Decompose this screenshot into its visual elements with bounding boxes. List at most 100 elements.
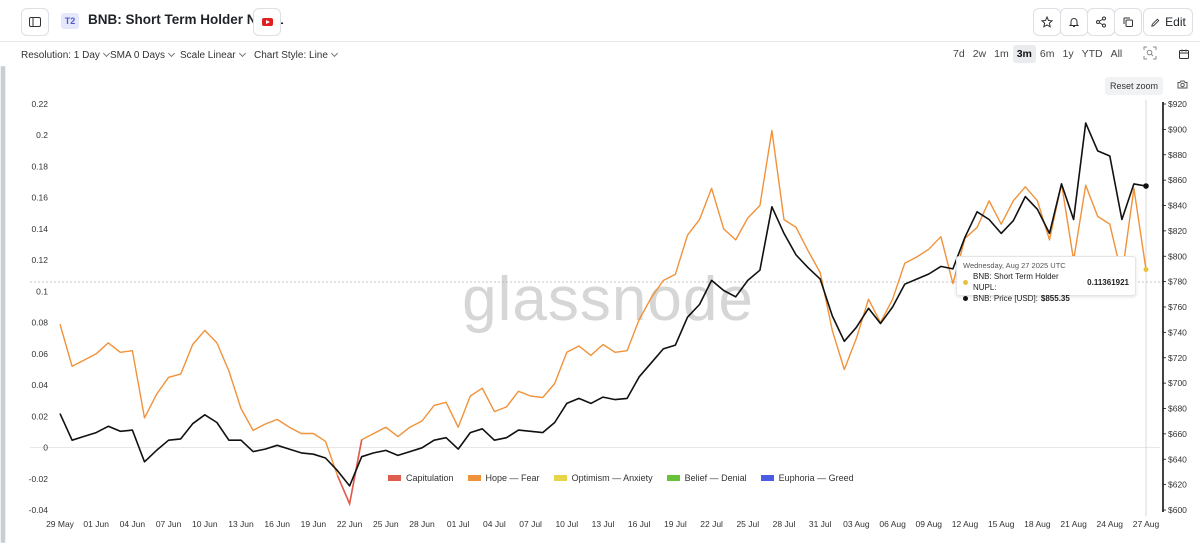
zoom-select-button[interactable] — [1143, 46, 1159, 60]
tooltip-row-price: BNB: Price [USD]: $855.35 — [963, 293, 1129, 304]
range-6m[interactable]: 6m — [1039, 48, 1055, 60]
range-1m[interactable]: 1m — [994, 48, 1009, 60]
x-tick-label: 25 Jul — [736, 519, 759, 529]
x-tick-label: 03 Aug — [843, 519, 870, 529]
legend-item-euphoria-greed[interactable]: Euphoria — Greed — [760, 473, 854, 483]
left-tick-label: 0.14 — [31, 224, 48, 234]
resolution-label: Resolution: 1 Day — [21, 50, 100, 61]
chart-area: glassnode -0.04 -0.02 0 0.02 0.04 0.06 0.08 0.1… — [29, 99, 1188, 529]
share-icon — [1096, 16, 1106, 28]
x-tick-label: 21 Aug — [1060, 519, 1087, 529]
sidebar-toggle-button[interactable] — [21, 8, 49, 36]
right-tick-label: $840 — [1168, 201, 1187, 211]
right-tick-label: $900 — [1168, 124, 1187, 134]
scrollbar[interactable] — [0, 66, 6, 543]
tooltip-value-price: $855.35 — [1040, 294, 1070, 303]
camera-icon[interactable] — [1177, 80, 1188, 89]
legend-label: Euphoria — Greed — [778, 473, 854, 483]
right-tick-label: $800 — [1168, 251, 1187, 261]
capitulation-segment — [336, 439, 363, 507]
series-layer — [59, 122, 1147, 507]
left-tick-label: 0.1 — [36, 286, 48, 296]
legend-label: Hope — Fear — [485, 473, 540, 483]
legend-label: Belief — Denial — [684, 473, 747, 483]
x-tick-label: 10 Jul — [555, 519, 578, 529]
alert-button[interactable] — [1060, 8, 1088, 36]
x-tick-label: 07 Jul — [519, 519, 542, 529]
resolution-dropdown[interactable]: Resolution: 1 Day — [21, 49, 110, 61]
x-tick-label: 19 Jul — [664, 519, 687, 529]
youtube-icon — [261, 18, 273, 26]
x-tick-label: 16 Jul — [628, 519, 651, 529]
sma-dropdown[interactable]: SMA 0 Days — [110, 49, 176, 61]
x-tick-label: 18 Aug — [1024, 519, 1051, 529]
scrollbar-thumb[interactable] — [1, 66, 5, 543]
right-tick-label: $740 — [1168, 327, 1187, 337]
tooltip-label-nupl: BNB: Short Term Holder NUPL: — [972, 272, 1059, 292]
x-tick-label: 01 Jun — [83, 519, 109, 529]
copy-button[interactable] — [1114, 8, 1142, 36]
legend-label: Optimism — Anxiety — [571, 473, 653, 483]
share-button[interactable] — [1087, 8, 1115, 36]
right-tick-label: $600 — [1168, 505, 1187, 515]
legend-item-optimism-anxiety[interactable]: Optimism — Anxiety — [553, 473, 653, 483]
range-2w[interactable]: 2w — [972, 48, 987, 60]
range-7d[interactable]: 7d — [953, 48, 965, 60]
watermark: glassnode — [462, 265, 754, 334]
chart-toolbar: Resolution: 1 Day SMA 0 Days Scale Linea… — [0, 42, 1200, 66]
x-tick-label: 07 Jun — [156, 519, 182, 529]
range-ytd[interactable]: YTD — [1081, 48, 1103, 60]
x-tick-label: 04 Jul — [483, 519, 506, 529]
chart-style-dropdown[interactable]: Chart Style: Line — [254, 49, 338, 61]
right-tick-label: $680 — [1168, 404, 1187, 414]
right-tick-label: $620 — [1168, 480, 1187, 490]
tooltip-row-nupl: BNB: Short Term Holder NUPL: 0.11361921 — [963, 271, 1129, 293]
range-all[interactable]: All — [1110, 48, 1123, 60]
scale-dropdown[interactable]: Scale Linear — [180, 49, 246, 61]
left-tick-label: -0.04 — [29, 505, 49, 515]
left-tick-label: 0.08 — [31, 318, 48, 328]
x-tick-label: 31 Jul — [809, 519, 832, 529]
favorite-button[interactable] — [1033, 8, 1061, 36]
x-tick-label: 04 Jun — [120, 519, 146, 529]
tooltip-value-nupl: 0.11361921 — [1087, 277, 1129, 287]
chart-style-label: Chart Style: Line — [254, 50, 328, 61]
calendar-button[interactable] — [1173, 44, 1195, 64]
x-tick-label: 16 Jun — [264, 519, 290, 529]
legend-swatch — [760, 475, 774, 481]
time-range-selector: 7d 2w 1m 3m 6m 1y YTD All — [949, 44, 1126, 64]
reset-zoom-button[interactable]: Reset zoom — [1105, 77, 1163, 95]
x-tick-label: 22 Jun — [337, 519, 363, 529]
right-tick-label: $700 — [1168, 378, 1187, 388]
legend-item-belief-denial[interactable]: Belief — Denial — [666, 473, 747, 483]
left-axis: -0.04 -0.02 0 0.02 0.04 0.06 0.08 0.1 0.12 0.14 0.… — [29, 99, 49, 515]
chart-tooltip: Wednesday, Aug 27 2025 UTC BNB: Short Te… — [956, 256, 1136, 303]
legend-swatch — [467, 475, 481, 481]
price-series-line — [59, 122, 1147, 487]
tooltip-dot-price — [963, 296, 968, 301]
left-tick-label: 0.02 — [31, 411, 48, 421]
x-tick-label: 29 May — [46, 519, 75, 529]
right-tick-label: $780 — [1168, 277, 1187, 287]
x-tick-label: 12 Aug — [952, 519, 979, 529]
x-tick-label: 24 Aug — [1097, 519, 1124, 529]
edit-label: Edit — [1165, 15, 1186, 29]
legend-item-hope-fear[interactable]: Hope — Fear — [467, 473, 540, 483]
left-tick-label: 0.22 — [31, 99, 48, 109]
header-bar: T2 BNB: Short Term Holder NUPL Edit — [0, 0, 1200, 42]
range-1y[interactable]: 1y — [1062, 48, 1074, 60]
x-tick-label: 28 Jun — [409, 519, 435, 529]
left-tick-label: 0.04 — [31, 380, 48, 390]
legend-item-capitulation[interactable]: Capitulation — [388, 473, 454, 483]
left-tick-label: 0.16 — [31, 193, 48, 203]
chart-legend: Capitulation Hope — Fear Optimism — Anxi… — [388, 473, 854, 483]
tier-badge: T2 — [61, 13, 79, 29]
right-tick-label: $880 — [1168, 150, 1187, 160]
x-tick-label: 01 Jul — [447, 519, 470, 529]
youtube-button[interactable] — [253, 8, 281, 36]
nupl-hover-marker — [1143, 267, 1149, 273]
range-3m[interactable]: 3m — [1012, 45, 1036, 63]
copy-icon — [1123, 17, 1133, 27]
right-tick-label: $760 — [1168, 302, 1187, 312]
edit-button[interactable]: Edit — [1143, 8, 1193, 36]
